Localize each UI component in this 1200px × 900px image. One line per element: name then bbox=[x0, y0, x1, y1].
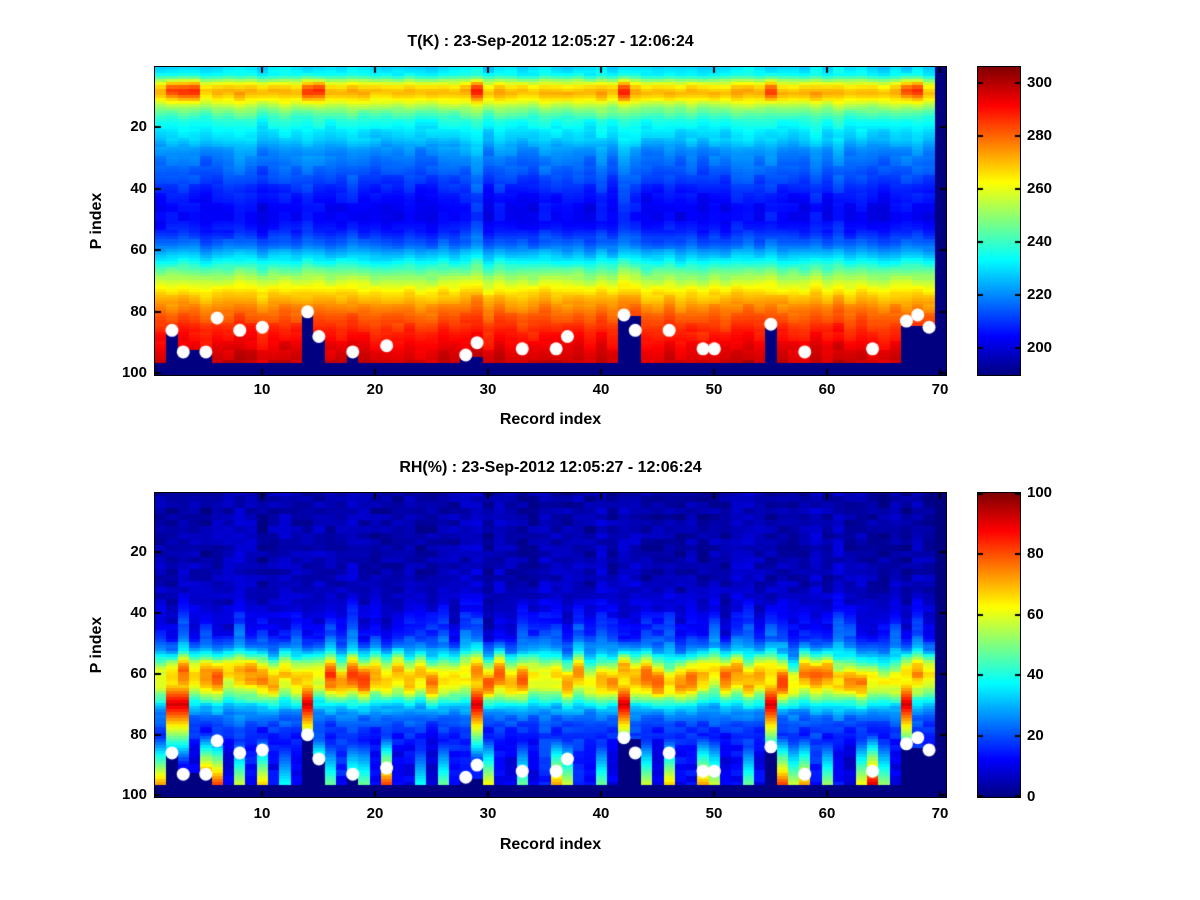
temperature-heatmap-canvas bbox=[155, 67, 946, 375]
y-tick-label: 20 bbox=[130, 543, 147, 560]
x-tick-label: 40 bbox=[592, 381, 610, 398]
x-tick-label: 30 bbox=[479, 805, 497, 822]
temperature-heatmap-panel bbox=[154, 66, 947, 376]
x-tick-label: 70 bbox=[931, 381, 949, 398]
x-tick-label: 60 bbox=[818, 381, 836, 398]
x-tick-label: 70 bbox=[931, 805, 949, 822]
humidity-heatmap-panel bbox=[154, 492, 947, 798]
y-tick-label: 100 bbox=[121, 364, 147, 381]
colorbar-tick-label: 200 bbox=[1027, 339, 1053, 356]
y-tick-label: 80 bbox=[130, 303, 147, 320]
colorbar-tick-label: 220 bbox=[1027, 286, 1053, 303]
x-axis-label-temperature: Record index bbox=[499, 411, 602, 428]
plot-title-temperature: T(K) : 23-Sep-2012 12:05:27 - 12:06:24 bbox=[407, 33, 694, 50]
y-tick-label: 60 bbox=[130, 241, 147, 258]
humidity-colorbar bbox=[977, 492, 1021, 798]
x-axis-label-humidity: Record index bbox=[499, 836, 602, 853]
humidity-colorbar-canvas bbox=[978, 493, 1020, 797]
colorbar-tick-label: 280 bbox=[1027, 127, 1053, 144]
colorbar-tick-label: 100 bbox=[1027, 484, 1053, 501]
x-tick-label: 30 bbox=[479, 381, 497, 398]
y-tick-label: 100 bbox=[121, 786, 147, 803]
colorbar-tick-label: 40 bbox=[1027, 666, 1044, 683]
x-tick-label: 50 bbox=[705, 381, 723, 398]
humidity-heatmap-canvas bbox=[155, 493, 946, 797]
y-tick-label: 80 bbox=[130, 726, 147, 743]
x-tick-label: 20 bbox=[366, 381, 384, 398]
colorbar-tick-label: 60 bbox=[1027, 606, 1044, 623]
colorbar-tick-label: 20 bbox=[1027, 727, 1044, 744]
colorbar-tick-label: 0 bbox=[1027, 788, 1036, 805]
x-tick-label: 10 bbox=[253, 381, 271, 398]
x-tick-label: 50 bbox=[705, 805, 723, 822]
colorbar-tick-label: 260 bbox=[1027, 180, 1053, 197]
x-tick-label: 10 bbox=[253, 805, 271, 822]
y-tick-label: 40 bbox=[130, 604, 147, 621]
colorbar-tick-label: 80 bbox=[1027, 545, 1044, 562]
temperature-colorbar-canvas bbox=[978, 67, 1020, 375]
x-tick-label: 60 bbox=[818, 805, 836, 822]
temperature-colorbar bbox=[977, 66, 1021, 376]
colorbar-tick-label: 300 bbox=[1027, 74, 1053, 91]
x-tick-label: 40 bbox=[592, 805, 610, 822]
y-tick-label: 60 bbox=[130, 665, 147, 682]
y-tick-label: 40 bbox=[130, 180, 147, 197]
x-tick-label: 20 bbox=[366, 805, 384, 822]
colorbar-tick-label: 240 bbox=[1027, 233, 1053, 250]
plot-title-humidity: RH(%) : 23-Sep-2012 12:05:27 - 12:06:24 bbox=[399, 459, 702, 476]
y-tick-label: 20 bbox=[130, 118, 147, 135]
